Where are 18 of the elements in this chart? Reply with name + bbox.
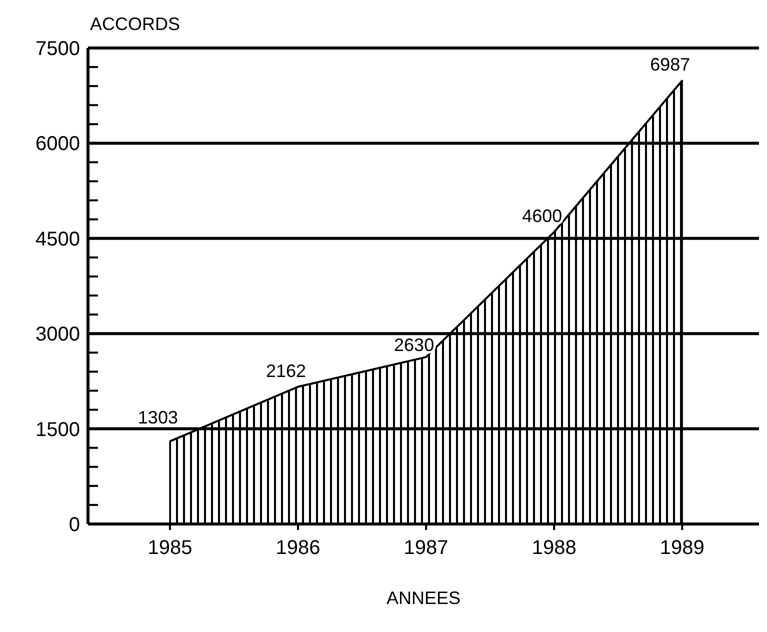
- data-label: 1303: [138, 407, 178, 428]
- x-tick-label: 1987: [404, 537, 448, 559]
- y-tick-label: 3000: [36, 324, 80, 346]
- y-tick-label: 4500: [36, 228, 80, 250]
- data-label: 6987: [650, 54, 690, 75]
- y-tick-label: 0: [68, 514, 80, 536]
- y-tick-label: 6000: [36, 133, 80, 156]
- y-axis-title: ACCORDS: [90, 14, 180, 34]
- data-label: 4600: [522, 206, 562, 226]
- x-tick-label: 1986: [276, 537, 320, 559]
- y-tick-label: 7500: [36, 38, 80, 60]
- data-label: 2162: [266, 360, 306, 381]
- x-tick-label: 1989: [660, 537, 704, 559]
- x-axis-title: ANNEES: [386, 588, 461, 608]
- x-tick-label: 1985: [148, 537, 192, 559]
- data-label: 2630: [394, 335, 434, 356]
- y-tick-label: 1500: [36, 418, 80, 441]
- x-tick-label: 1988: [532, 537, 576, 559]
